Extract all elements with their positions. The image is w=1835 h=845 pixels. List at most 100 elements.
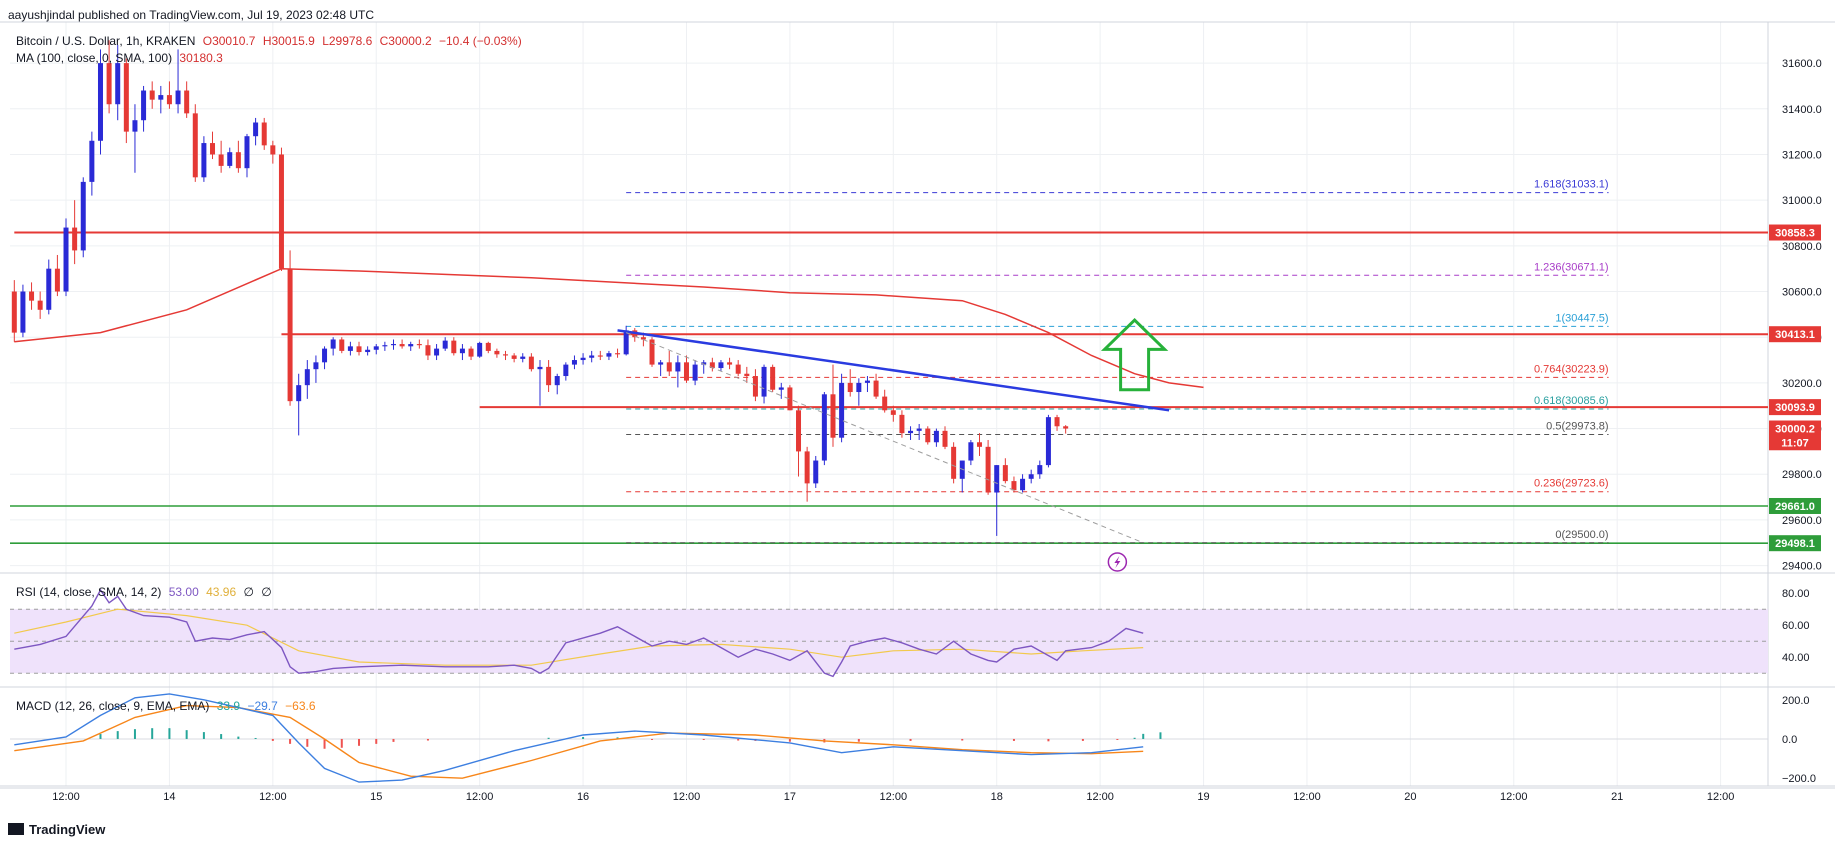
candle-body bbox=[175, 90, 181, 105]
macd-histogram-bar bbox=[323, 738, 326, 749]
candle-body bbox=[933, 430, 939, 443]
candle-body bbox=[261, 122, 267, 146]
time-tick-label: 15 bbox=[370, 791, 382, 803]
candlestick-series bbox=[11, 40, 1069, 536]
ohlc-open: O30010.7 bbox=[202, 34, 256, 48]
ma-label: MA (100, close, 0, SMA, 100) bbox=[16, 51, 173, 65]
tradingview-logo-icon bbox=[8, 823, 24, 835]
candle-body bbox=[1063, 426, 1069, 429]
candle-body bbox=[313, 362, 319, 370]
price-badge bbox=[1769, 399, 1821, 416]
candle-body bbox=[976, 442, 982, 447]
candle-body bbox=[804, 451, 810, 484]
ohlc-high: H30015.9 bbox=[262, 34, 315, 48]
macd-histogram-bar bbox=[185, 730, 188, 739]
candle-body bbox=[649, 339, 655, 365]
candle-body bbox=[166, 95, 172, 105]
macd-histogram-bar bbox=[392, 738, 395, 742]
candle-body bbox=[968, 442, 974, 461]
macd-histogram-bar bbox=[116, 731, 119, 739]
candle-body bbox=[373, 346, 379, 350]
rsi-line bbox=[14, 588, 1144, 678]
candle-body bbox=[796, 410, 802, 452]
candle-body bbox=[485, 342, 491, 351]
price-badge bbox=[1769, 224, 1821, 241]
price-badge bbox=[1769, 420, 1821, 437]
price-tick-label: 31000.0 bbox=[1782, 195, 1822, 207]
macd-histogram-bar bbox=[202, 732, 205, 739]
price-badge bbox=[1769, 434, 1821, 451]
time-tick-label: 20 bbox=[1404, 791, 1416, 803]
candle-body bbox=[63, 227, 69, 292]
rsi-ma-value: 43.96 bbox=[206, 585, 237, 599]
macd-histogram-bar bbox=[788, 738, 791, 742]
candle-body bbox=[640, 337, 646, 340]
projection-line bbox=[625, 332, 1144, 544]
rsi-extra-2: ∅ bbox=[261, 585, 272, 599]
price-axis[interactable]: 31600.0 31400.0 31200.0 31000.0 30800.0 30600… bbox=[1769, 58, 1822, 573]
candle-body bbox=[528, 356, 534, 370]
candle-body bbox=[692, 364, 698, 381]
macd-histogram-bar bbox=[1133, 737, 1136, 739]
candle-body bbox=[80, 181, 86, 251]
candle-body bbox=[1020, 478, 1026, 491]
candle-body bbox=[839, 382, 845, 438]
macd-histogram-bar bbox=[857, 738, 860, 742]
horizontal-levels bbox=[10, 231, 1768, 544]
macd-histogram-bar bbox=[1012, 738, 1015, 741]
price-badge-label: 30000.2 bbox=[1775, 424, 1815, 436]
macd-histogram-bar bbox=[133, 729, 136, 739]
candle-body bbox=[149, 90, 155, 100]
candle-body bbox=[347, 346, 353, 351]
rsi-tick-label: 60.00 bbox=[1782, 620, 1810, 632]
candle-body bbox=[399, 344, 405, 347]
ohlc-change: −10.4 (−0.03%) bbox=[439, 34, 522, 48]
candle-body bbox=[735, 364, 741, 374]
candle-body bbox=[787, 387, 793, 411]
time-tick-label: 21 bbox=[1611, 791, 1623, 803]
candle-body bbox=[425, 345, 431, 356]
moving-average-100 bbox=[14, 267, 1204, 389]
candle-body bbox=[770, 366, 776, 390]
candle-body bbox=[477, 342, 483, 357]
candle-body bbox=[158, 95, 164, 100]
candle-body bbox=[115, 63, 121, 105]
candle-body bbox=[709, 362, 715, 369]
price-badge-label: 29498.1 bbox=[1775, 538, 1815, 550]
candle-body bbox=[571, 360, 577, 365]
macd-histogram-bar bbox=[375, 738, 378, 744]
tradingview-footer[interactable]: TradingView bbox=[8, 822, 105, 837]
candle-body bbox=[46, 268, 52, 310]
candle-body bbox=[416, 344, 422, 346]
publisher-line: aayushjindal published on TradingView.co… bbox=[8, 8, 375, 22]
candle-body bbox=[882, 396, 888, 411]
candle-body bbox=[778, 387, 784, 390]
macd-histogram-bar bbox=[99, 734, 102, 739]
candle-body bbox=[580, 357, 586, 361]
candle-body bbox=[218, 154, 224, 166]
candle-body bbox=[451, 340, 457, 354]
fib-level-label: 1.236(30671.1) bbox=[1534, 261, 1609, 273]
candle-body bbox=[339, 339, 345, 351]
macd-legend: MACD (12, 26, close, 9, EMA, EMA) 33.9 −… bbox=[16, 699, 320, 713]
macd-histogram-bar bbox=[168, 728, 171, 739]
candle-body bbox=[503, 354, 509, 356]
candle-body bbox=[278, 154, 284, 269]
macd-pane: 200.0 0.0 −200.0 bbox=[10, 693, 1816, 785]
price-tick-label: 30800.0 bbox=[1782, 241, 1822, 253]
rsi-value: 53.00 bbox=[168, 585, 199, 599]
time-tick-label: 17 bbox=[784, 791, 796, 803]
candle-body bbox=[606, 353, 612, 357]
price-tick-label: 29600.0 bbox=[1782, 515, 1822, 527]
candle-body bbox=[899, 414, 905, 434]
time-tick-label: 12:00 bbox=[52, 791, 80, 803]
candle-body bbox=[287, 268, 293, 402]
candle-body bbox=[511, 355, 517, 359]
time-axis[interactable]: 12:00 14 12:00 15 12:00 16 12:00 17 12:00 18 12:00… bbox=[0, 787, 1835, 803]
macd-histogram-bar bbox=[340, 738, 343, 748]
ma-100-line bbox=[14, 267, 1204, 389]
candle-body bbox=[985, 446, 991, 493]
candle-body bbox=[1002, 465, 1008, 482]
macd-tick-label: −200.0 bbox=[1782, 773, 1816, 785]
